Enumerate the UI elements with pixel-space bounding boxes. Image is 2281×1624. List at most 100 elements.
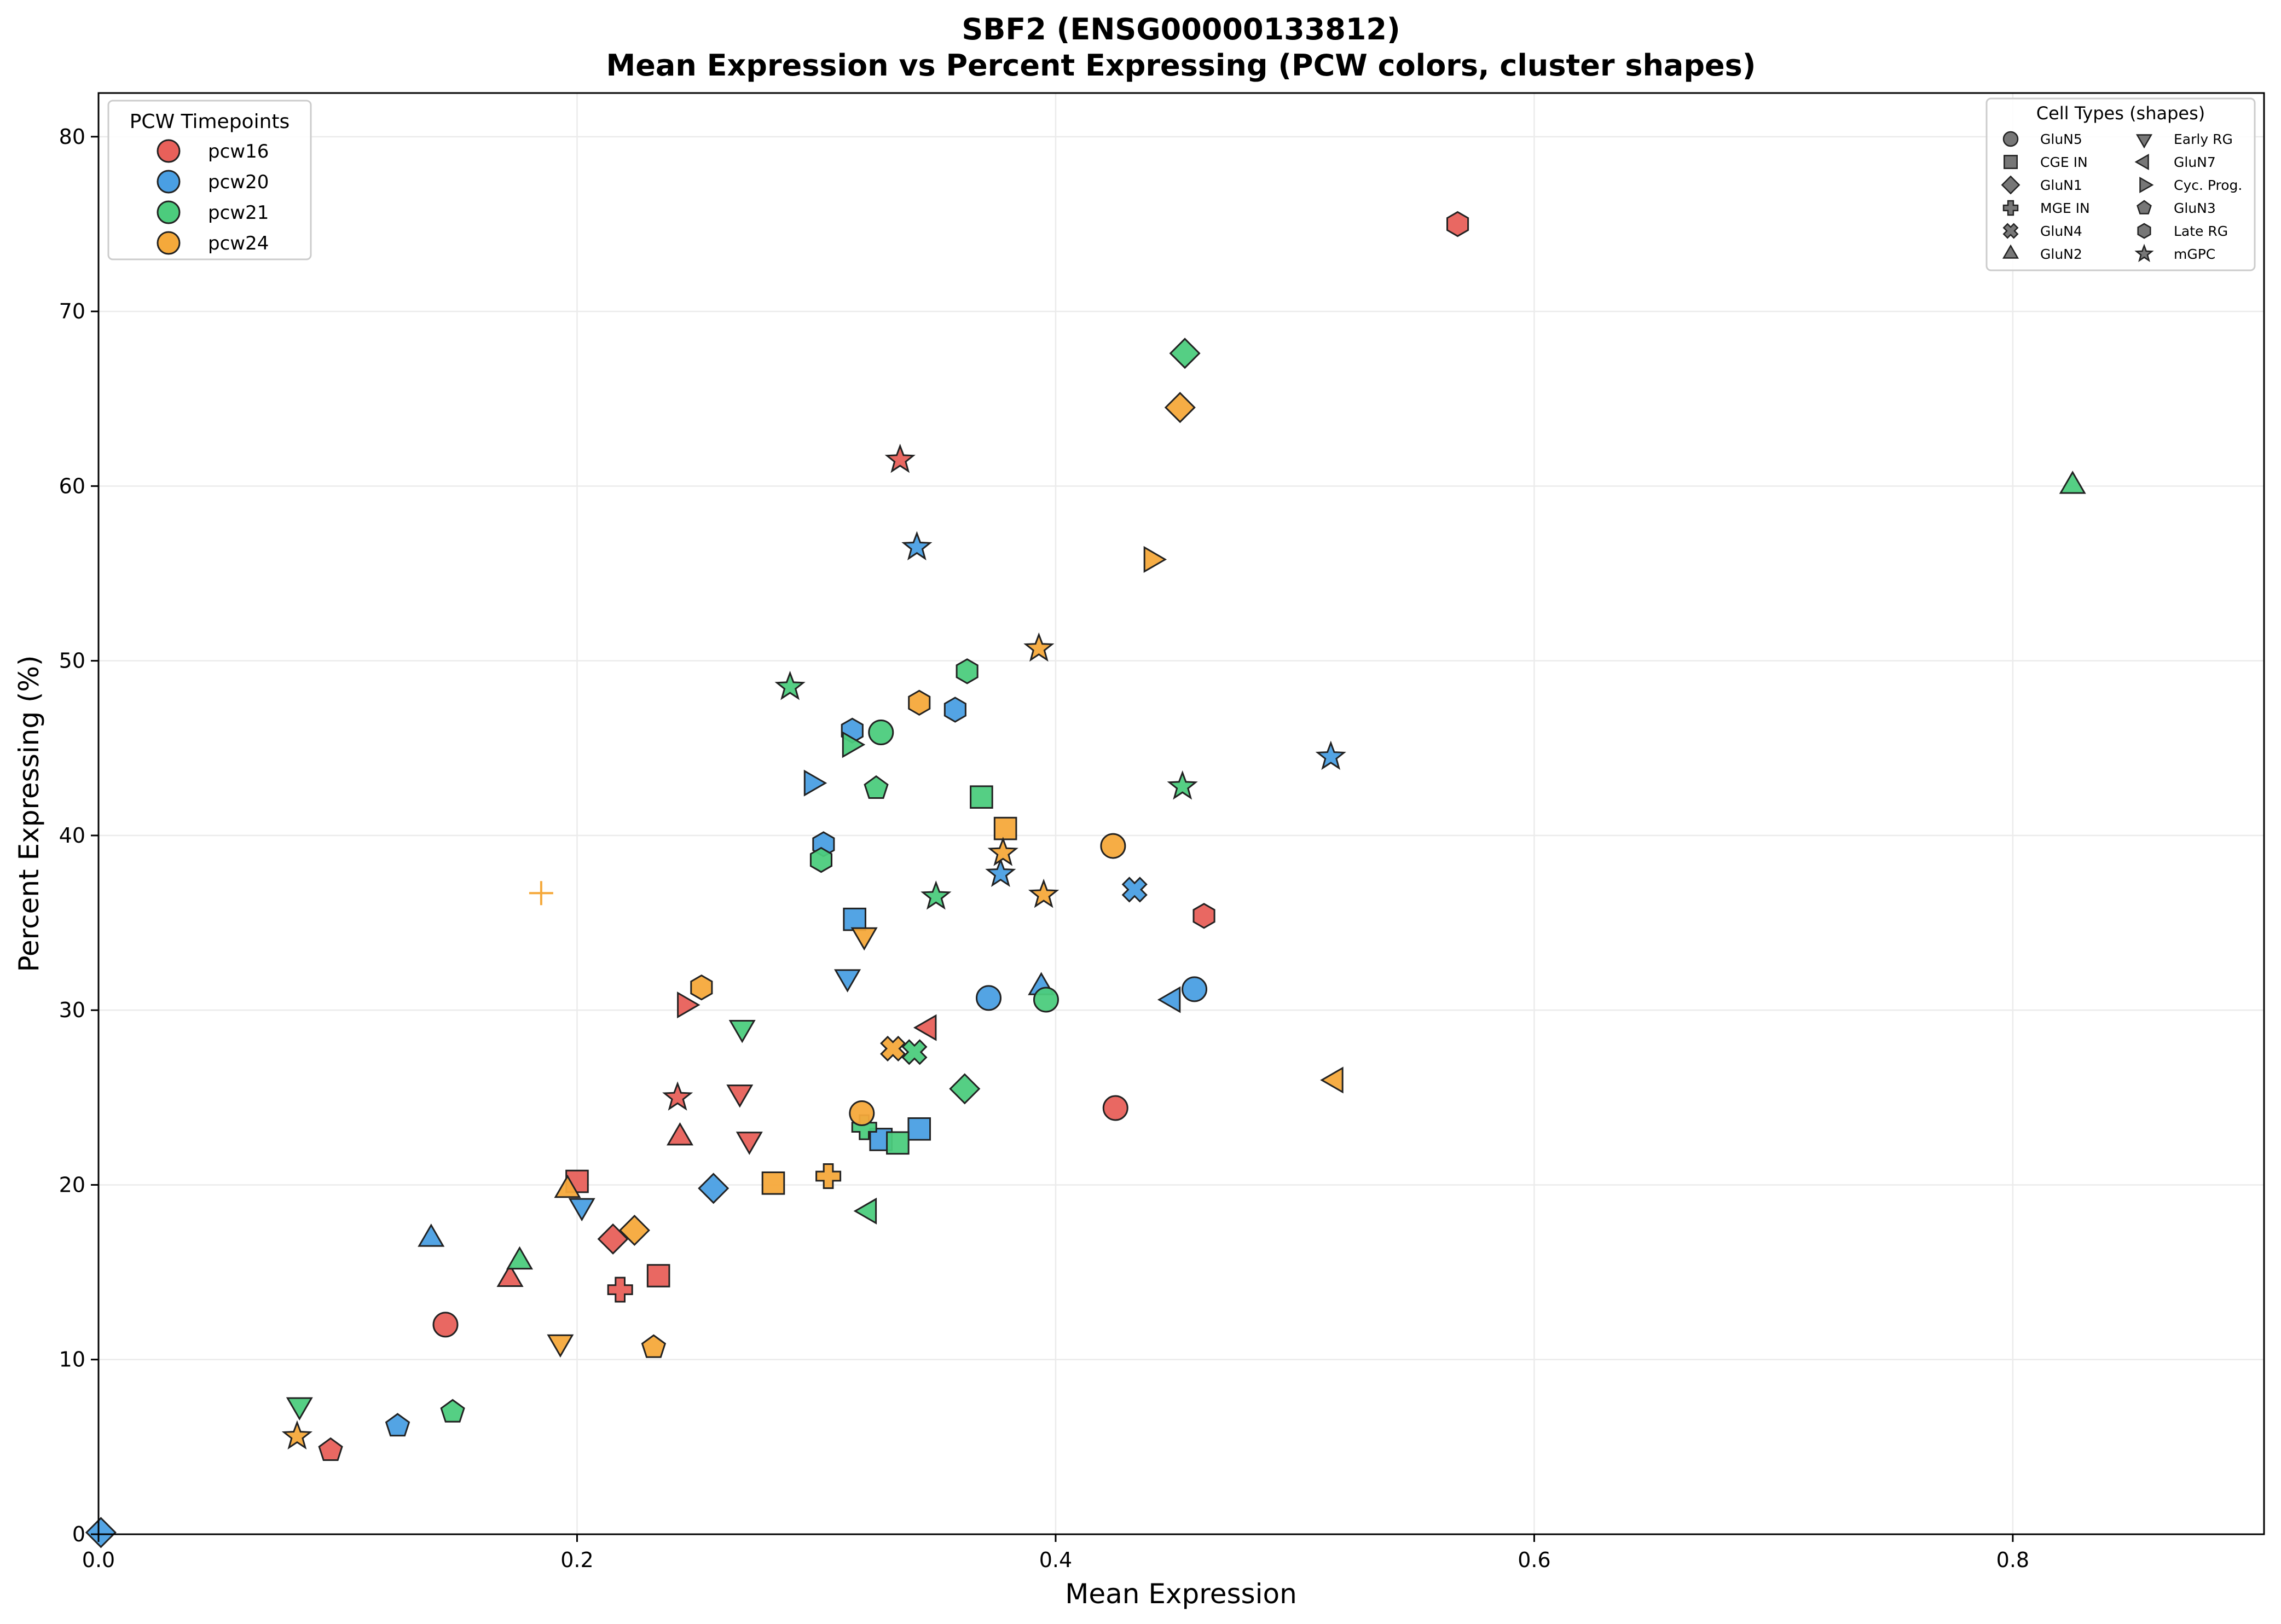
- data-point-pcw20-glun3: [385, 1413, 410, 1437]
- data-point-pcw20-glun4: [1121, 877, 1148, 903]
- y-tick-label: 30: [59, 998, 85, 1022]
- data-point-pcw24-mge-in: [815, 1163, 842, 1189]
- data-point-pcw16-glun7: [913, 1014, 937, 1041]
- data-point-pcw20-glun5: [1182, 976, 1208, 1002]
- shape-legend-marker-triangle-down: [2135, 134, 2153, 149]
- data-point-pcw21-early-rg: [728, 1020, 756, 1043]
- pcw-legend-title: PCW Timepoints: [130, 111, 290, 133]
- pcw-legend-label: pcw20: [208, 171, 269, 193]
- data-point-pcw21-glun2: [506, 1246, 533, 1270]
- data-point-pcw24-glun5: [1100, 833, 1126, 859]
- data-point-pcw20-cyc-prog: [803, 769, 827, 797]
- data-point-pcw24-early-rg: [547, 1334, 574, 1358]
- data-point-pcw24-mgpc: [1023, 632, 1055, 662]
- series-pcw21: [286, 338, 2086, 1423]
- data-point-pcw21-glun7: [853, 1197, 877, 1225]
- shape-legend-label: Early RG: [2174, 131, 2233, 147]
- data-point-pcw21-late-rg: [809, 846, 832, 873]
- shape-legend: Cell Types (shapes) GluN5 CGE IN GluN1 MGE …: [1985, 97, 2256, 271]
- pcw-legend-marker: [157, 139, 181, 163]
- data-point-pcw21-cyc-prog: [842, 731, 866, 758]
- data-point-pcw20-mgpc: [985, 857, 1016, 888]
- data-point-pcw16-glun5: [1102, 1095, 1128, 1121]
- data-point-pcw21-glun1: [949, 1073, 981, 1105]
- data-point-pcw16-mge-in: [607, 1277, 633, 1303]
- data-point-pcw16-cyc-prog: [677, 991, 700, 1019]
- shape-legend-marker-triangle-up: [2002, 244, 2019, 259]
- data-point-pcw24-cge-in: [993, 816, 1017, 840]
- data-point-pcw24-cyc-prog: [1143, 546, 1167, 573]
- data-points: [85, 211, 2086, 1548]
- shape-legend-marker-pentagon: [2137, 200, 2152, 214]
- data-point-pcw20-mgpc: [1315, 740, 1346, 770]
- data-point-pcw24-late-rg: [908, 689, 931, 716]
- shape-legend-box: [1985, 97, 2256, 271]
- chart-title-line-1: SBF2 (ENSG00000133812): [962, 12, 1400, 47]
- pcw-legend-label: pcw24: [208, 233, 269, 254]
- pcw-legend: PCW Timepoints pcw16 pcw20 pcw21 pcw24: [107, 100, 312, 260]
- pcw-legend-marker: [157, 200, 181, 224]
- series-pcw20: [85, 531, 1346, 1548]
- data-point-pcw20-early-rg: [568, 1198, 595, 1222]
- shape-legend-label: GluN1: [2040, 177, 2082, 193]
- y-tick-label: 60: [59, 474, 85, 498]
- data-point-pcw20-early-rg: [833, 969, 861, 993]
- plot-area-frame: [97, 92, 2265, 1535]
- shape-legend-label: GluN7: [2174, 154, 2216, 170]
- data-point-pcw20-glun1: [85, 1517, 117, 1548]
- data-point-pcw24-glun1: [1164, 392, 1196, 424]
- pcw-legend-box: [107, 100, 312, 260]
- data-point-pcw21-glun5: [868, 720, 894, 746]
- data-point-pcw21-glun3: [440, 1399, 465, 1423]
- shape-legend-marker-circle: [2002, 131, 2019, 147]
- x-tick-label: 0.2: [560, 1548, 593, 1572]
- series-pcw24: [281, 392, 1344, 1450]
- data-point-pcw21-glun5: [1033, 987, 1059, 1013]
- shape-legend-marker-triangle-left: [2134, 153, 2149, 171]
- x-tick-label: 0.4: [1039, 1548, 1072, 1572]
- data-point-pcw16-mgpc: [884, 443, 916, 473]
- shape-legend-marker-square: [2004, 155, 2018, 169]
- data-point-pcw16-cge-in: [646, 1264, 670, 1287]
- data-point-pcw24-early-rg: [850, 927, 878, 951]
- data-point-pcw20-glun1: [698, 1173, 730, 1204]
- data-point-pcw16-glun1: [597, 1223, 629, 1255]
- data-point-pcw24-glun1: [618, 1214, 650, 1246]
- data-point-pcw24-mgpc: [281, 1420, 313, 1450]
- data-point-pcw24-mge-in: [529, 881, 553, 906]
- data-point-pcw16-early-rg: [736, 1132, 763, 1155]
- data-point-pcw24-glun3: [641, 1334, 667, 1358]
- data-point-pcw21-glun2: [2059, 471, 2086, 494]
- shape-legend-label: mGPC: [2174, 246, 2215, 262]
- y-axis-ticks: 0 10 20 30 40 50 60 70 80: [59, 125, 99, 1546]
- pcw-legend-marker: [157, 231, 181, 255]
- y-tick-label: 80: [59, 125, 85, 149]
- pcw-legend-label: pcw21: [208, 202, 269, 224]
- data-point-pcw20-cge-in: [907, 1117, 931, 1141]
- shape-legend-label: GluN5: [2040, 131, 2082, 147]
- data-point-pcw21-mgpc: [920, 880, 952, 910]
- data-point-pcw24-late-rg: [690, 974, 713, 1001]
- data-point-pcw21-late-rg: [956, 658, 979, 685]
- data-point-pcw21-cge-in: [886, 1131, 910, 1155]
- pcw-legend-label: pcw16: [208, 141, 269, 163]
- shape-legend-label: Cyc. Prog.: [2174, 177, 2242, 193]
- data-point-pcw20-cge-in: [843, 907, 866, 931]
- data-point-pcw20-glun7: [1157, 986, 1181, 1013]
- data-point-pcw21-mgpc: [1167, 770, 1198, 800]
- y-tick-label: 10: [59, 1348, 85, 1372]
- data-point-pcw24-glun4: [880, 1035, 906, 1062]
- y-tick-label: 20: [59, 1173, 85, 1197]
- shape-legend-label: GluN2: [2040, 246, 2082, 262]
- pcw-legend-marker: [157, 170, 181, 194]
- data-point-pcw16-late-rg: [1192, 903, 1215, 929]
- data-point-pcw24-cge-in: [761, 1171, 785, 1195]
- data-point-pcw24-mgpc: [1028, 878, 1060, 908]
- shape-legend-label: GluN3: [2174, 200, 2216, 216]
- chart-title-line-2: Mean Expression vs Percent Expressing (P…: [606, 48, 1756, 83]
- shape-legend-marker-hexagon: [2137, 223, 2151, 239]
- y-axis-label: Percent Expressing (%): [13, 655, 45, 972]
- shape-legend-label: MGE IN: [2040, 200, 2090, 216]
- data-point-pcw16-glun5: [432, 1312, 459, 1338]
